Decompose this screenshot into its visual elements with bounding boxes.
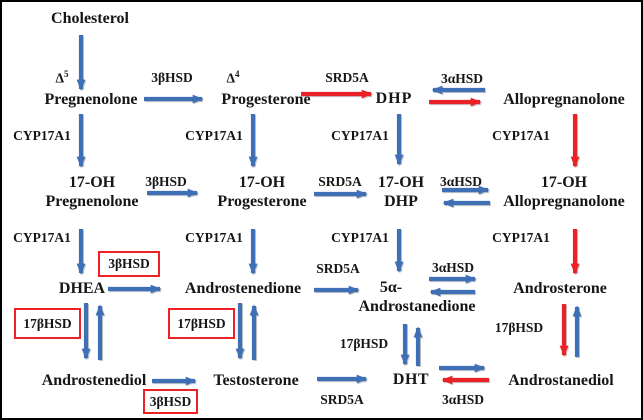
node-5a-androstanedione-line2: Androstanedione xyxy=(358,298,476,315)
enzyme-box-3bhsd-dhea: 3βHSD xyxy=(98,251,160,277)
enzyme-3bhsd-boxed: 3βHSD xyxy=(108,256,150,271)
enzyme-3bhsd-boxed: 3βHSD xyxy=(149,393,192,409)
enzyme-cyp17a1-t1c4: CYP17A1 xyxy=(492,128,550,143)
node-line-prefix: 17-OH xyxy=(238,174,286,191)
node-testosterone: Testosterone xyxy=(213,372,299,389)
enzyme-17bhsd-dht: 17βHSD xyxy=(339,336,389,351)
node-dhea: DHEA xyxy=(58,280,106,297)
node-line-name: DHP xyxy=(384,193,418,210)
enzyme-box-17bhsd-mid: 17βHSD xyxy=(168,308,235,339)
enzyme-3ahsd-row4: 3αHSD xyxy=(431,260,475,275)
node-line-name: Progesterone xyxy=(217,193,307,210)
enzyme-17bhsd-right: 17βHSD xyxy=(494,320,544,335)
node-5a-androstanedione-line1: 5α- xyxy=(379,279,403,296)
enzyme-cyp17a1-t2c1: CYP17A1 xyxy=(13,230,71,245)
node-17oh-pregnenolone: 17-OH Pregnenolone xyxy=(45,173,138,211)
node-dhp: DHP xyxy=(375,90,413,107)
enzyme-cyp17a1-t1c3: CYP17A1 xyxy=(331,128,389,143)
node-17oh-allopregnanolone: 17-OH Allopregnanolone xyxy=(503,173,625,211)
delta4-base: Δ xyxy=(226,70,235,86)
node-line-prefix: 17-OH xyxy=(540,174,588,191)
enzyme-srd5a-row4: SRD5A xyxy=(316,261,360,276)
enzyme-17bhsd-boxed: 17βHSD xyxy=(177,315,226,331)
enzyme-srd5a-row3: SRD5A xyxy=(318,174,362,189)
enzyme-3ahsd-row5: 3αHSD xyxy=(441,392,485,407)
node-17oh-dhp: 17-OH DHP xyxy=(378,173,424,211)
node-17oh-progesterone: 17-OH Progesterone xyxy=(217,173,306,211)
node-allopregnanolone: Allopregnanolone xyxy=(503,91,625,108)
enzyme-cyp17a1-t2c2: CYP17A1 xyxy=(185,230,243,245)
node-line-name: Allopregnanolone xyxy=(503,193,625,210)
enzyme-box-3bhsd-bottom: 3βHSD xyxy=(143,389,198,414)
node-androstenediol: Androstenediol xyxy=(41,372,147,389)
node-androstanediol: Androstanediol xyxy=(508,372,614,389)
node-cholesterol: Cholesterol xyxy=(51,10,129,27)
node-progesterone: Progesterone xyxy=(221,91,311,108)
delta5-sup: 5 xyxy=(63,69,69,79)
enzyme-cyp17a1-t1c1: CYP17A1 xyxy=(13,128,71,143)
node-line-prefix: 17-OH xyxy=(68,174,116,191)
node-line-prefix: 17-OH xyxy=(377,174,425,191)
enzyme-delta5: Δ5 xyxy=(56,67,69,86)
enzyme-3ahsd-row2: 3αHSD xyxy=(440,71,484,86)
enzyme-srd5a-row5: SRD5A xyxy=(320,392,364,407)
enzyme-3bhsd-row3: 3βHSD xyxy=(145,174,187,189)
node-dht: DHT xyxy=(392,371,430,388)
enzyme-delta4: Δ4 xyxy=(227,67,240,86)
enzyme-3ahsd-row3: 3αHSD xyxy=(439,174,483,189)
delta5-base: Δ xyxy=(55,70,64,86)
enzyme-cyp17a1-t1c2: CYP17A1 xyxy=(185,128,243,143)
enzyme-3bhsd-row2: 3βHSD xyxy=(151,70,193,85)
node-line-name: Pregnenolone xyxy=(45,193,139,210)
enzyme-17bhsd-boxed: 17βHSD xyxy=(23,315,72,331)
enzyme-cyp17a1-t2c4: CYP17A1 xyxy=(492,230,550,245)
enzyme-srd5a-row2: SRD5A xyxy=(325,70,369,85)
enzyme-box-17bhsd-left: 17βHSD xyxy=(14,308,81,339)
delta4-sup: 4 xyxy=(234,69,240,79)
enzyme-cyp17a1-t2c3: CYP17A1 xyxy=(331,230,389,245)
node-androstenedione: Androstenedione xyxy=(184,280,302,297)
node-pregnenolone: Pregnenolone xyxy=(44,91,138,108)
node-androsterone: Androsterone xyxy=(513,280,607,297)
